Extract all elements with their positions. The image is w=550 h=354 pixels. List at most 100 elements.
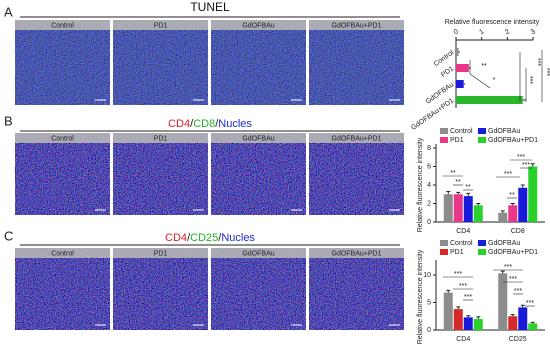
y-tick-label: 8 xyxy=(427,145,431,152)
y-tick-label: PD1 xyxy=(440,65,455,79)
bar xyxy=(463,317,473,330)
image-label: PD1 xyxy=(154,135,168,142)
legend-swatch xyxy=(478,240,486,246)
micrograph xyxy=(113,20,208,105)
x-tick-label: CD4 xyxy=(456,336,470,343)
micrograph xyxy=(211,133,306,215)
significance: *** xyxy=(543,68,550,76)
significance: * xyxy=(493,77,496,84)
image-label-strip xyxy=(113,20,208,30)
x-tick-label: CD8 xyxy=(511,228,525,235)
panel-title: TUNEL xyxy=(190,0,230,14)
significance: *** xyxy=(526,300,534,307)
image-label-strip xyxy=(113,248,208,258)
micrograph xyxy=(309,20,404,105)
image-label-strip xyxy=(15,20,110,30)
micrograph xyxy=(15,248,110,330)
image-label: PD1 xyxy=(154,250,168,257)
image-label: PD1 xyxy=(154,22,168,29)
bar xyxy=(473,319,483,330)
y-tick-label: 0 xyxy=(427,327,431,334)
legend-label: PD1 xyxy=(450,137,464,144)
title-part: / xyxy=(187,232,191,244)
significance: *** xyxy=(514,288,522,295)
micrograph xyxy=(113,133,208,215)
image-label-strip xyxy=(309,248,404,258)
legend-swatch xyxy=(440,249,448,255)
y-axis-label: Relative fluorescence intensity xyxy=(417,137,424,232)
title-part: / xyxy=(218,232,222,244)
bar xyxy=(498,212,508,222)
legend-label: GdOFBAu xyxy=(488,128,520,135)
legend-swatch xyxy=(478,128,486,134)
x-tick-label: 3 xyxy=(530,28,537,36)
bar xyxy=(498,273,508,330)
bar xyxy=(473,205,483,222)
micrograph xyxy=(211,248,306,330)
micrograph xyxy=(15,20,110,105)
image-label: GdOFBAu+PD1 xyxy=(332,135,382,142)
y-tick-label: 0 xyxy=(427,219,431,226)
title-part: Nucles xyxy=(218,118,252,130)
legend-swatch xyxy=(440,128,448,134)
image-label: Control xyxy=(51,135,74,142)
legend-label: PD1 xyxy=(450,249,464,256)
x-axis-label: Relative fluorescence intensity xyxy=(445,19,540,26)
title-part: Nucles xyxy=(221,232,255,244)
legend-label: GdOFBAu xyxy=(488,240,520,247)
bar xyxy=(463,196,473,222)
significance: *** xyxy=(526,76,533,84)
significance-bracket xyxy=(469,73,491,89)
title-part: CD4 xyxy=(165,232,187,244)
legend-swatch xyxy=(440,240,448,246)
significance: *** xyxy=(509,276,517,283)
bar xyxy=(453,194,463,222)
image-label-strip xyxy=(309,20,404,30)
panel-label: C xyxy=(4,228,13,243)
legend-label: GdOFBAu+PD1 xyxy=(488,249,538,256)
x-tick-label: CD4 xyxy=(456,228,470,235)
image-label-strip xyxy=(211,133,306,143)
bar xyxy=(456,48,459,56)
legend-swatch xyxy=(478,137,486,143)
title-part: CD4 xyxy=(168,118,190,130)
image-label: GdOFBAu xyxy=(242,135,274,142)
title-part: CD8 xyxy=(193,118,215,130)
bar xyxy=(456,80,464,88)
image-label-strip xyxy=(211,20,306,30)
bar xyxy=(528,166,538,222)
y-tick-label: 5 xyxy=(427,299,431,306)
image-label: GdOFBAu xyxy=(242,22,274,29)
image-label-strip xyxy=(211,248,306,258)
bar xyxy=(453,309,463,330)
image-label-strip xyxy=(113,133,208,143)
image-label-strip xyxy=(309,133,404,143)
y-tick-label: 6 xyxy=(427,163,431,170)
significance: *** xyxy=(454,271,462,278)
significance: ** xyxy=(450,170,456,177)
y-tick-label: 4 xyxy=(427,182,431,189)
bar xyxy=(456,64,469,72)
significance: *** xyxy=(504,264,512,271)
legend-label: Control xyxy=(450,240,473,247)
micrograph xyxy=(309,133,404,215)
significance: *** xyxy=(464,294,472,301)
x-tick-label: CD25 xyxy=(509,336,527,343)
image-label: GdOFBAu+PD1 xyxy=(332,22,382,29)
title-part: / xyxy=(215,118,219,130)
image-label-strip xyxy=(15,133,110,143)
image-label: Control xyxy=(51,22,74,29)
y-tick-label: Control xyxy=(433,49,456,68)
image-label: GdOFBAu+PD1 xyxy=(332,250,382,257)
bar xyxy=(456,96,523,104)
bar xyxy=(518,187,528,222)
significance: ** xyxy=(455,179,461,186)
panel-label: A xyxy=(4,4,13,19)
micrograph xyxy=(211,20,306,105)
panel-label: B xyxy=(4,113,13,128)
y-axis-label: Relative fluorescence intensity xyxy=(417,249,424,344)
legend-swatch xyxy=(478,249,486,255)
significance: ** xyxy=(481,63,487,70)
image-label: Control xyxy=(51,250,74,257)
